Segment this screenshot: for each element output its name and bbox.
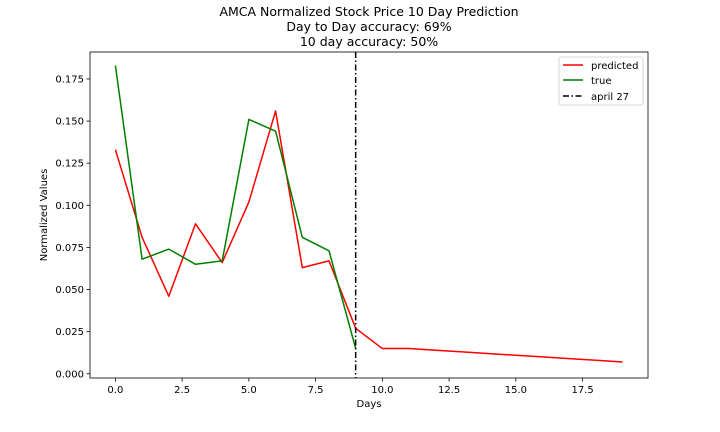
ticks: 0.0 2.5 5.0 7.5 10.0 12.5 15.0 17.5 0.000 0.025 0.…: [55, 74, 593, 396]
y-tick-label: 0.100: [55, 201, 84, 212]
plot-area: [114, 52, 623, 378]
x-tick-label: 15.0: [505, 385, 527, 396]
legend: predicted true april 27: [558, 56, 644, 106]
x-tick-label: 17.5: [571, 385, 593, 396]
y-tick-label: 0.125: [55, 159, 84, 170]
title-line-1: AMCA Normalized Stock Price 10 Day Predi…: [219, 4, 518, 19]
x-tick-label: 0.0: [107, 385, 123, 396]
axes-frame: [89, 51, 649, 379]
legend-label-predicted: predicted: [591, 61, 638, 72]
x-tick-label: 2.5: [174, 385, 190, 396]
series-line-true: [114, 65, 357, 349]
y-tick-label: 0.025: [55, 327, 84, 338]
legend-box: [558, 56, 644, 106]
y-tick-label: 0.050: [55, 285, 84, 296]
y-axis-label: Normalized Values: [39, 169, 50, 262]
legend-label-true: true: [591, 76, 612, 87]
x-tick-label: 5.0: [241, 385, 257, 396]
legend-label-april-27: april 27: [591, 92, 629, 103]
x-tick-label: 10.0: [371, 385, 393, 396]
y-tick-label: 0.000: [55, 369, 84, 380]
title-line-2: Day to Day accuracy: 69%: [286, 19, 451, 34]
x-axis-label: Days: [357, 399, 382, 410]
title-line-3: 10 day accuracy: 50%: [300, 34, 438, 49]
x-tick-label: 12.5: [438, 385, 460, 396]
y-tick-label: 0.150: [55, 117, 84, 128]
y-tick-label: 0.075: [55, 243, 84, 254]
chart-title: AMCA Normalized Stock Price 10 Day Predi…: [219, 4, 518, 49]
y-tick-label: 0.175: [55, 74, 84, 85]
x-tick-label: 7.5: [308, 385, 324, 396]
series-line-predicted: [114, 110, 623, 363]
